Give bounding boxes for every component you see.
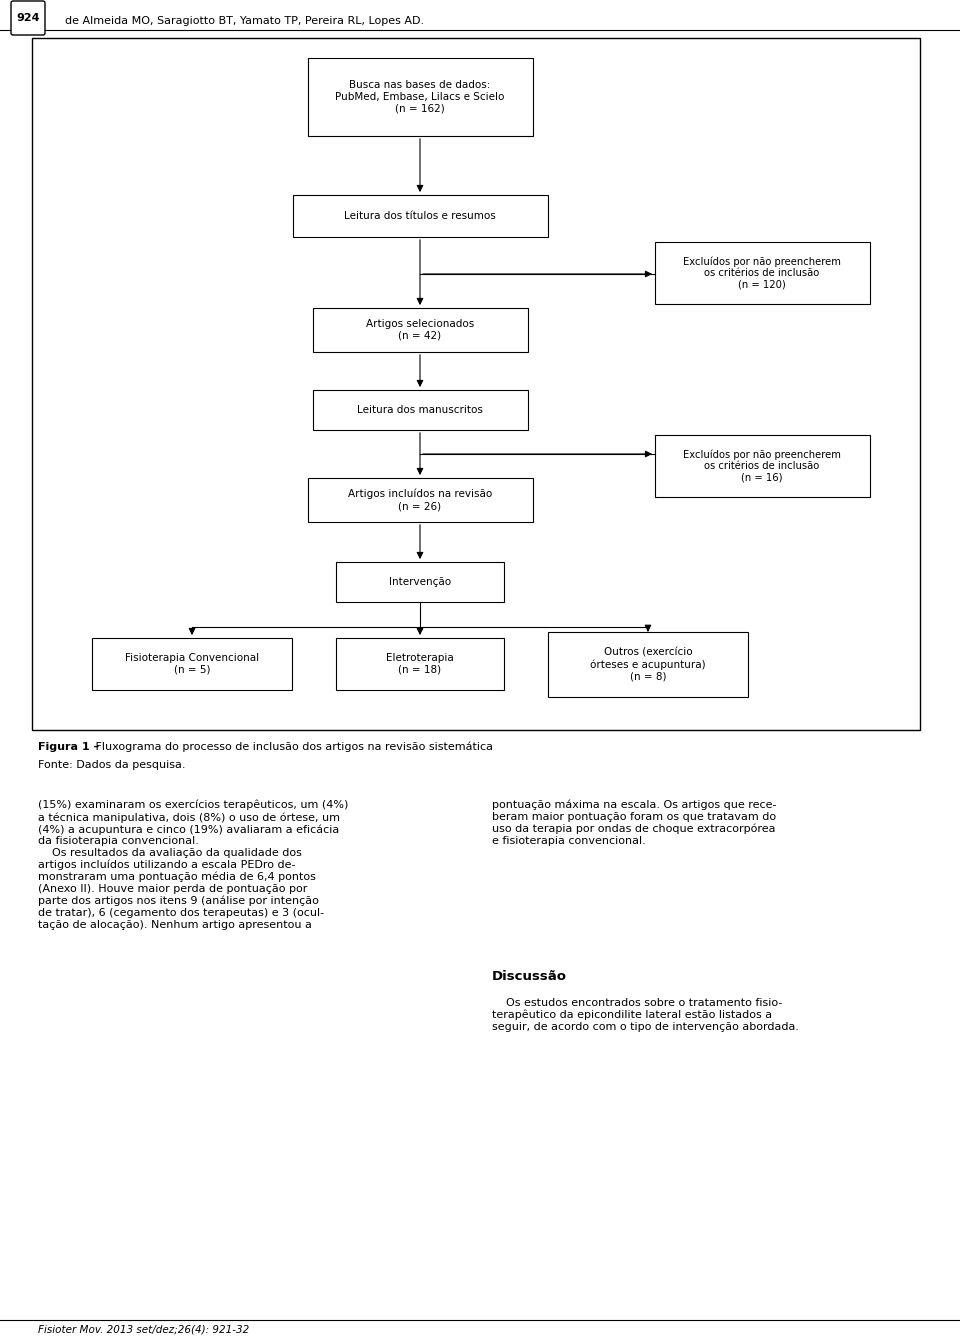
Text: Intervenção: Intervenção xyxy=(389,577,451,587)
Text: Outros (exercício
órteses e acupuntura)
(n = 8): Outros (exercício órteses e acupuntura) … xyxy=(590,648,706,681)
Bar xyxy=(293,195,547,237)
Bar xyxy=(92,638,292,689)
Bar xyxy=(655,242,870,304)
Text: Busca nas bases de dados:
PubMed, Embase, Lilacs e Scielo
(n = 162): Busca nas bases de dados: PubMed, Embase… xyxy=(335,81,505,114)
Bar xyxy=(307,478,533,521)
Text: Figura 1 –: Figura 1 – xyxy=(38,742,99,753)
Text: Fonte: Dados da pesquisa.: Fonte: Dados da pesquisa. xyxy=(38,759,185,770)
Text: Fisioter Mov. 2013 set/dez;26(4): 921-32: Fisioter Mov. 2013 set/dez;26(4): 921-32 xyxy=(38,1325,250,1335)
Text: Eletroterapia
(n = 18): Eletroterapia (n = 18) xyxy=(386,653,454,675)
Text: Artigos selecionados
(n = 42): Artigos selecionados (n = 42) xyxy=(366,320,474,341)
Bar xyxy=(655,435,870,497)
Text: Artigos incluídos na revisão
(n = 26): Artigos incluídos na revisão (n = 26) xyxy=(348,489,492,511)
Text: (15%) examinaram os exercícios terapêuticos, um (4%)
a técnica manipulativa, doi: (15%) examinaram os exercícios terapêuti… xyxy=(38,800,348,930)
Bar xyxy=(307,58,533,136)
Bar xyxy=(313,390,527,430)
Bar xyxy=(548,632,748,698)
Text: 924: 924 xyxy=(16,13,39,23)
Text: de Almeida MO, Saragiotto BT, Yamato TP, Pereira RL, Lopes AD.: de Almeida MO, Saragiotto BT, Yamato TP,… xyxy=(65,16,424,26)
Bar xyxy=(32,38,920,730)
Text: Fluxograma do processo de inclusão dos artigos na revisão sistemática: Fluxograma do processo de inclusão dos a… xyxy=(92,742,493,753)
Text: Os estudos encontrados sobre o tratamento fisio-
terapêutico da epicondilite lat: Os estudos encontrados sobre o tratament… xyxy=(492,999,799,1032)
Text: pontuação máxima na escala. Os artigos que rece-
beram maior pontuação foram os : pontuação máxima na escala. Os artigos q… xyxy=(492,800,777,845)
Bar xyxy=(336,562,504,602)
Text: Discussão: Discussão xyxy=(492,970,567,982)
Bar xyxy=(336,638,504,689)
Text: Leitura dos manuscritos: Leitura dos manuscritos xyxy=(357,405,483,415)
Text: Excluídos por não preencherem
os critérios de inclusão
(n = 120): Excluídos por não preencherem os critéri… xyxy=(684,257,841,290)
Text: Fisioterapia Convencional
(n = 5): Fisioterapia Convencional (n = 5) xyxy=(125,653,259,675)
Text: Excluídos por não preencherem
os critérios de inclusão
(n = 16): Excluídos por não preencherem os critéri… xyxy=(684,449,841,482)
Text: Leitura dos títulos e resumos: Leitura dos títulos e resumos xyxy=(344,211,496,220)
Bar xyxy=(313,308,527,352)
FancyBboxPatch shape xyxy=(11,1,45,35)
